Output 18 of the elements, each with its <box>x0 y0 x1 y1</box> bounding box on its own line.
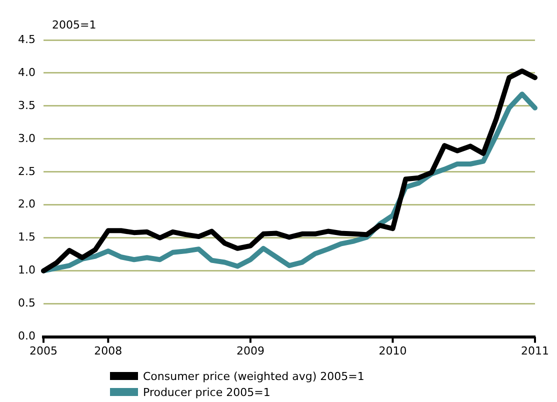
y-tick-label: 4.5 <box>18 32 36 46</box>
y-tick-label: 2.0 <box>18 198 36 211</box>
x-tick-label: 2005 <box>29 344 58 358</box>
y-axis-title: 2005=1 <box>52 18 96 32</box>
legend-label: Consumer price (weighted avg) 2005=1 <box>143 370 364 382</box>
y-tick-label: 3.0 <box>18 132 36 145</box>
legend-label: Producer price 2005=1 <box>143 386 270 398</box>
y-tick-label: 1.0 <box>18 264 36 277</box>
y-tick-label: 0.5 <box>18 296 36 310</box>
y-tick-label: 3.5 <box>18 98 36 112</box>
y-tick-label: 4.0 <box>18 66 36 79</box>
x-tick-label: 2011 <box>521 344 550 358</box>
x-tick-label: 2008 <box>94 344 122 358</box>
x-tick-label: 2010 <box>378 344 407 358</box>
y-tick-label: 1.5 <box>18 230 36 244</box>
y-tick-label: 2.5 <box>18 164 36 178</box>
y-tick-label: 0.0 <box>18 330 36 343</box>
x-tick-label: 2009 <box>236 344 264 358</box>
